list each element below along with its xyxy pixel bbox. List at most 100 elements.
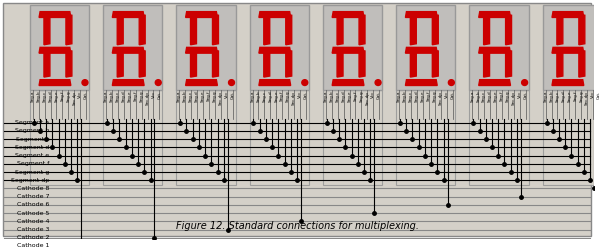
Text: Seg.e: Seg.e (494, 91, 498, 102)
Text: Seg.d: Seg.d (415, 91, 419, 103)
Polygon shape (552, 80, 584, 85)
Polygon shape (259, 47, 290, 53)
Polygon shape (406, 12, 437, 18)
Text: Seg.b: Seg.b (256, 91, 260, 103)
Polygon shape (506, 14, 512, 45)
Polygon shape (66, 50, 72, 77)
Text: Cathode 2: Cathode 2 (17, 235, 50, 240)
Bar (469, 5, 529, 90)
Text: Cat.: Cat. (524, 91, 528, 99)
Text: Cat.: Cat. (230, 91, 235, 99)
Polygon shape (66, 14, 72, 45)
Bar (323, 90, 382, 185)
Text: Seg.c: Seg.c (189, 91, 193, 102)
Text: Sec.dp: Sec.dp (292, 91, 296, 105)
Polygon shape (337, 50, 343, 77)
Text: Seg.d: Seg.d (122, 91, 126, 103)
Bar (30, 90, 89, 185)
Text: Seg.b: Seg.b (110, 91, 114, 103)
Polygon shape (185, 12, 217, 18)
Text: Seg.a: Seg.a (544, 91, 548, 102)
Text: Cathode 6: Cathode 6 (17, 202, 50, 207)
Text: Vcc: Vcc (445, 91, 449, 98)
Polygon shape (557, 50, 563, 77)
Polygon shape (286, 14, 292, 45)
Polygon shape (259, 12, 290, 18)
Polygon shape (44, 14, 50, 45)
Text: Seg.d: Seg.d (268, 91, 272, 103)
Text: Seg.b: Seg.b (403, 91, 407, 103)
Text: Segment dp: Segment dp (11, 178, 50, 183)
Bar (250, 5, 309, 90)
Text: Sec.dp: Sec.dp (365, 91, 370, 105)
Text: Seg.a: Seg.a (177, 91, 181, 102)
Text: Sec.dp: Sec.dp (439, 91, 443, 105)
Polygon shape (332, 47, 364, 53)
Text: Cathode 5: Cathode 5 (17, 211, 50, 216)
Text: Seg.d: Seg.d (488, 91, 492, 103)
Polygon shape (484, 14, 490, 45)
Polygon shape (579, 14, 585, 45)
Text: Seg.g: Seg.g (579, 91, 583, 103)
Text: Segment g: Segment g (15, 169, 50, 175)
Polygon shape (410, 14, 416, 45)
Text: Seg.f: Seg.f (353, 91, 358, 101)
Circle shape (521, 80, 527, 85)
Text: Sec.dp: Sec.dp (219, 91, 223, 105)
Bar (323, 5, 382, 90)
Text: Figure 12. Standard connections for multiplexing.: Figure 12. Standard connections for mult… (176, 221, 419, 231)
Polygon shape (557, 14, 563, 45)
Polygon shape (410, 50, 416, 77)
Text: Seg.b: Seg.b (476, 91, 480, 103)
Text: Seg.c: Seg.c (116, 91, 120, 102)
Text: Seg.f: Seg.f (427, 91, 431, 101)
Text: Seg.b: Seg.b (37, 91, 41, 103)
Circle shape (82, 80, 88, 85)
Text: Seg.e: Seg.e (347, 91, 352, 102)
Text: Seg.a: Seg.a (251, 91, 254, 102)
Circle shape (302, 80, 308, 85)
Polygon shape (191, 14, 196, 45)
Text: Seg.a: Seg.a (104, 91, 108, 102)
Text: Vcc: Vcc (225, 91, 229, 98)
Text: Seg.f: Seg.f (574, 91, 577, 101)
Circle shape (595, 80, 600, 85)
Polygon shape (39, 47, 71, 53)
Text: Vcc: Vcc (591, 91, 595, 98)
Circle shape (155, 80, 161, 85)
Polygon shape (117, 14, 123, 45)
Polygon shape (479, 47, 511, 53)
Polygon shape (264, 14, 270, 45)
Text: Seg.g: Seg.g (286, 91, 290, 103)
Text: Seg.e: Seg.e (568, 91, 571, 102)
Text: Seg.a: Seg.a (397, 91, 401, 102)
Text: Vcc: Vcc (371, 91, 376, 98)
Polygon shape (479, 80, 511, 85)
Text: Seg.g: Seg.g (140, 91, 143, 103)
Text: Seg.c: Seg.c (335, 91, 340, 102)
Text: Seg.e: Seg.e (201, 91, 205, 102)
Polygon shape (484, 50, 490, 77)
Text: Seg.a: Seg.a (470, 91, 475, 102)
Text: Seg.c: Seg.c (482, 91, 486, 102)
Text: Cat.: Cat. (84, 91, 88, 99)
Bar (103, 90, 163, 185)
Bar (542, 90, 600, 185)
Text: Seg.g: Seg.g (433, 91, 437, 103)
Polygon shape (39, 80, 71, 85)
Polygon shape (406, 47, 437, 53)
Text: Seg.f: Seg.f (134, 91, 137, 101)
Bar (250, 90, 309, 185)
Bar (469, 90, 529, 185)
Bar (176, 90, 236, 185)
Bar (542, 5, 600, 90)
Text: Seg.c: Seg.c (43, 91, 47, 102)
Text: Seg.b: Seg.b (550, 91, 554, 103)
Bar (30, 5, 89, 90)
Text: Segment e: Segment e (16, 153, 50, 158)
Polygon shape (337, 14, 343, 45)
Polygon shape (112, 47, 144, 53)
Text: Seg.d: Seg.d (562, 91, 565, 103)
Polygon shape (212, 14, 218, 45)
Polygon shape (552, 47, 584, 53)
